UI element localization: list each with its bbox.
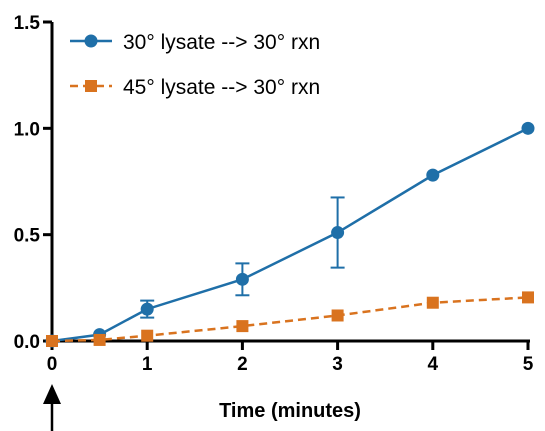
y-tick-label: 1.5	[14, 13, 41, 34]
x-ticks: 0 1 2 3 4 5	[47, 341, 534, 375]
x-tick-label: 2	[237, 354, 248, 375]
data-point	[140, 302, 154, 316]
data-point	[93, 333, 106, 346]
data-point	[426, 168, 440, 182]
data-point	[236, 320, 249, 333]
series-layer	[45, 121, 535, 348]
data-point	[141, 329, 154, 342]
legend-marker	[84, 34, 98, 48]
data-point	[521, 121, 535, 135]
y-tick-label: 1.0	[14, 119, 40, 140]
x-tick-label: 4	[428, 354, 439, 375]
x-tick-label: 5	[523, 354, 534, 375]
arrow-head	[43, 384, 61, 404]
series-1	[45, 121, 535, 348]
x-axis-title: Time (minutes)	[219, 400, 361, 422]
annotation-layer	[43, 384, 61, 431]
data-point	[331, 226, 345, 240]
up-arrow-icon	[43, 384, 61, 431]
y-tick-label: 0.0	[14, 332, 40, 353]
legend-label: 30° lysate --> 30° rxn	[123, 31, 320, 54]
legend: 30° lysate --> 30° rxn 45° lysate --> 30°…	[70, 31, 320, 99]
series-2	[46, 291, 534, 347]
y-ticks: 0.0 0.5 1.0 1.5	[14, 13, 52, 353]
data-point	[522, 291, 534, 304]
y-tick-label: 0.5	[14, 226, 41, 247]
series-line	[51, 296, 529, 343]
x-tick-label: 1	[142, 354, 153, 375]
legend-item: 30° lysate --> 30° rxn	[70, 31, 320, 54]
data-point	[46, 335, 58, 347]
legend-label: 45° lysate --> 30° rxn	[123, 76, 320, 99]
legend-marker	[85, 80, 97, 92]
data-point	[331, 309, 344, 322]
x-tick-label: 3	[332, 354, 343, 375]
data-point	[426, 296, 439, 309]
x-tick-label: 0	[47, 354, 58, 375]
axes: 0 1 2 3 4 5 0.0 0.5 1.0 1.5	[14, 13, 534, 375]
legend-item: 45° lysate --> 30° rxn	[70, 76, 320, 99]
data-point	[235, 272, 249, 286]
series-line	[51, 127, 529, 343]
